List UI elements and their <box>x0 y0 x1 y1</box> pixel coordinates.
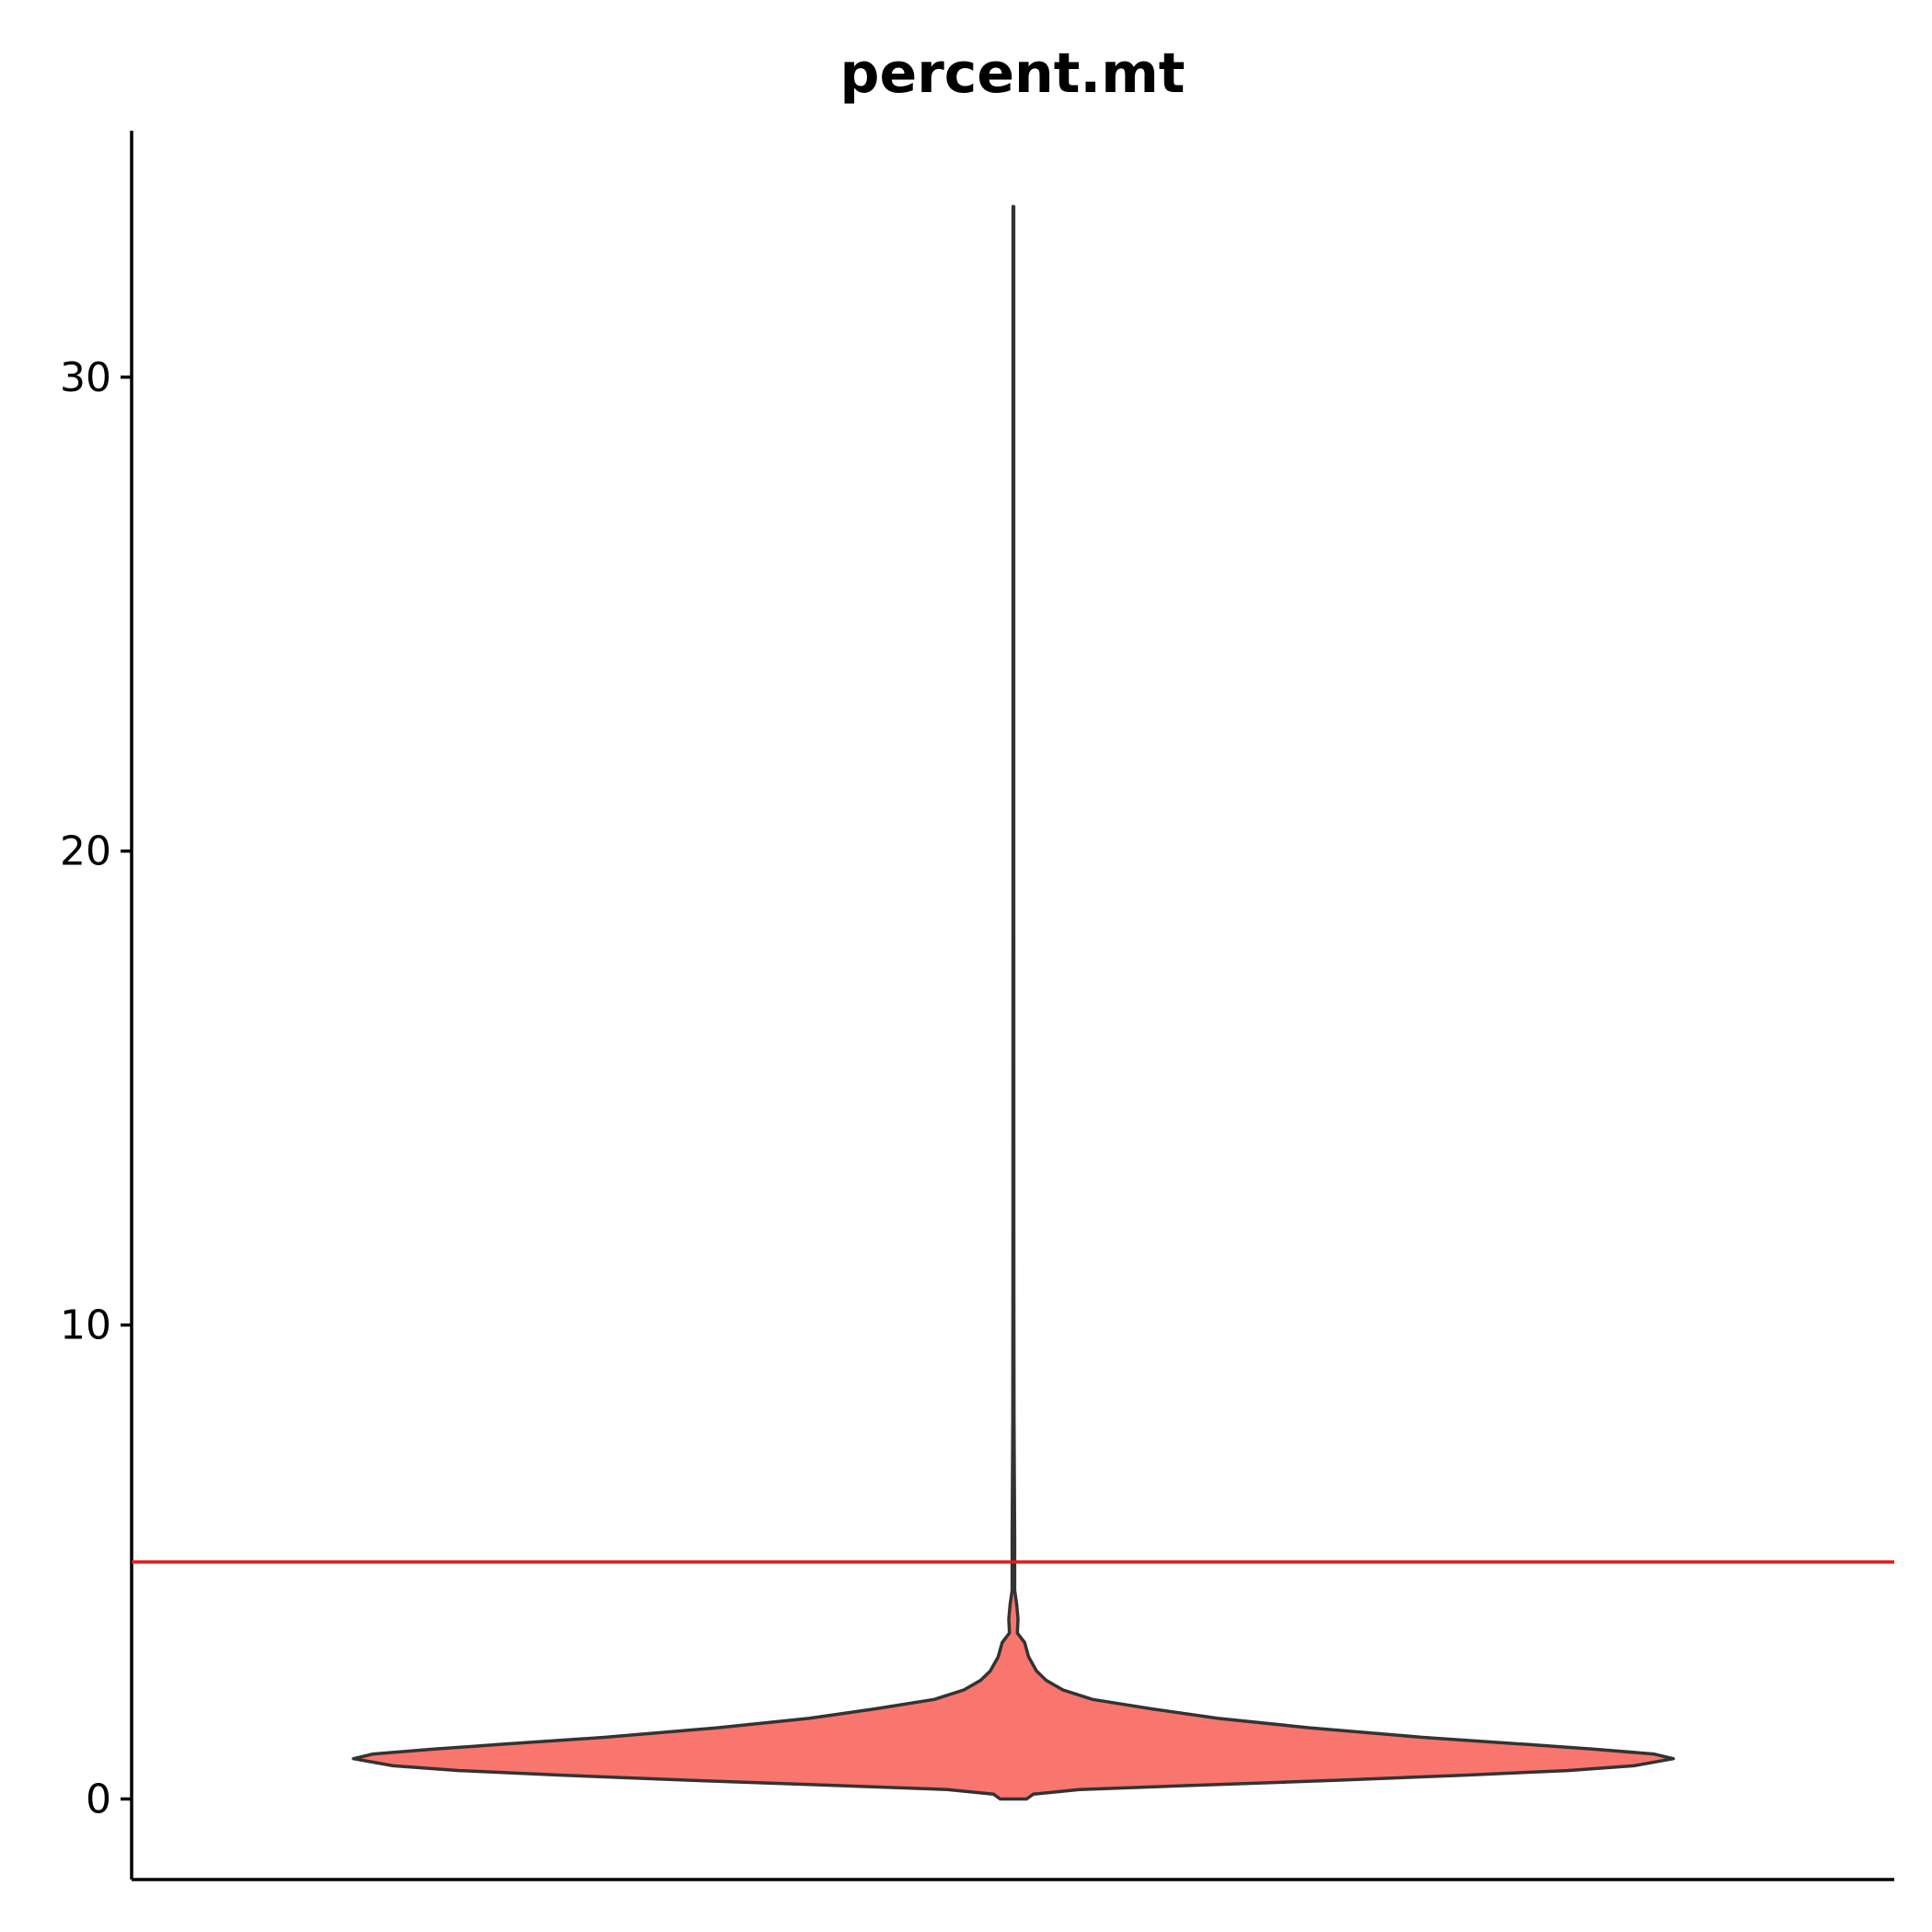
violin-0 <box>352 204 1675 1801</box>
violins <box>352 204 1675 1801</box>
chart-title: percent.mt <box>840 41 1186 106</box>
y-tick-label-0: 0 <box>86 1776 111 1822</box>
y-tick-label-10: 10 <box>60 1302 111 1349</box>
y-tick-label-30: 30 <box>60 354 111 401</box>
y-tick-label-20: 20 <box>60 828 111 875</box>
y-axis: 0 10 20 30 <box>60 131 133 1880</box>
